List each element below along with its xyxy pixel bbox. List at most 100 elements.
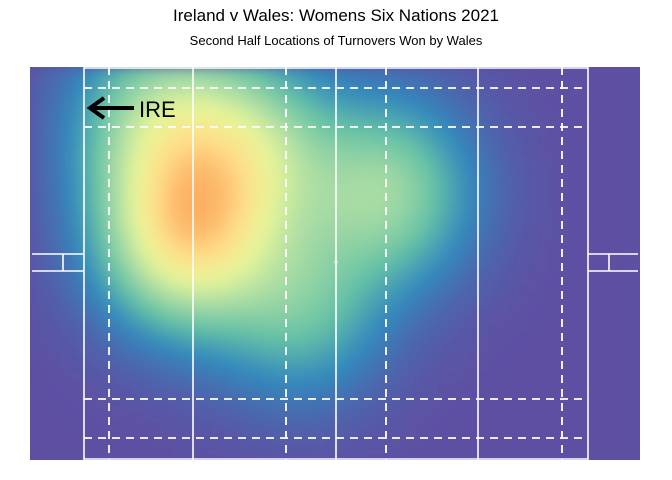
heat-tile bbox=[365, 381, 377, 392]
heat-tile bbox=[396, 116, 407, 127]
heat-tile bbox=[30, 96, 41, 107]
heat-tile bbox=[233, 125, 245, 137]
heat-tile bbox=[141, 135, 153, 147]
heat-tile bbox=[548, 283, 560, 294]
heat-tile bbox=[101, 243, 112, 255]
heat-tile bbox=[599, 283, 611, 294]
heat-tile bbox=[558, 106, 570, 117]
heat-tile bbox=[324, 381, 336, 392]
heat-tile bbox=[192, 145, 204, 157]
heat-tile bbox=[91, 332, 102, 343]
heat-tile bbox=[629, 283, 640, 294]
heat-tile bbox=[294, 292, 306, 304]
heat-tile bbox=[233, 76, 245, 88]
heat-tile bbox=[406, 155, 417, 166]
heat-tile bbox=[243, 155, 255, 166]
heat-tile bbox=[396, 292, 407, 304]
heat-tile bbox=[507, 165, 519, 176]
heat-tile bbox=[497, 135, 509, 147]
heat-tile bbox=[518, 165, 529, 176]
heat-tile bbox=[40, 234, 51, 245]
heat-tile bbox=[365, 204, 377, 215]
heat-tile bbox=[538, 194, 550, 206]
heat-tile bbox=[375, 391, 387, 402]
heat-tile bbox=[162, 86, 173, 98]
heat-tile bbox=[365, 214, 377, 225]
heat-tile bbox=[30, 273, 41, 284]
heat-tile bbox=[599, 184, 611, 196]
heat-tile bbox=[152, 155, 163, 166]
heat-tile bbox=[172, 332, 184, 343]
heat-tile bbox=[202, 214, 214, 225]
heat-tile bbox=[406, 243, 417, 255]
heat-tile bbox=[426, 263, 438, 274]
heat-tile bbox=[558, 67, 570, 78]
heat-tile bbox=[182, 125, 194, 137]
heat-tile bbox=[192, 194, 204, 206]
heat-tile bbox=[365, 361, 377, 373]
heat-tile bbox=[335, 440, 346, 451]
heat-tile bbox=[507, 243, 519, 255]
heat-tile bbox=[294, 420, 306, 432]
heat-tile bbox=[314, 106, 326, 117]
heat-tile bbox=[548, 410, 560, 422]
heat-tile bbox=[274, 76, 285, 88]
heat-tile bbox=[406, 302, 417, 314]
heat-tile bbox=[558, 175, 570, 186]
heat-tile bbox=[457, 263, 468, 274]
heat-tile bbox=[528, 67, 539, 78]
heat-tile bbox=[579, 67, 590, 78]
heat-tile bbox=[304, 184, 316, 196]
heat-tile bbox=[497, 450, 509, 460]
heat-tile bbox=[111, 86, 123, 98]
heat-tile bbox=[274, 450, 285, 460]
heat-tile bbox=[487, 332, 499, 343]
heat-tile bbox=[284, 234, 295, 245]
heat-tile bbox=[192, 234, 204, 245]
heat-tile bbox=[375, 440, 387, 451]
heat-tile bbox=[141, 175, 153, 186]
heat-tile bbox=[60, 76, 72, 88]
heat-tile bbox=[385, 204, 397, 215]
heat-tile bbox=[589, 440, 600, 451]
heat-tile bbox=[30, 86, 41, 98]
heat-tile bbox=[182, 214, 194, 225]
heat-tile bbox=[497, 67, 509, 78]
heat-tile bbox=[416, 116, 428, 127]
heat-tile bbox=[335, 263, 346, 274]
heat-tile bbox=[589, 214, 600, 225]
heat-tile bbox=[375, 420, 387, 432]
heat-tile bbox=[141, 273, 153, 284]
heat-tile bbox=[40, 273, 51, 284]
heat-tile bbox=[396, 351, 407, 363]
heat-tile bbox=[131, 125, 143, 137]
heat-tile bbox=[538, 125, 550, 137]
heat-tile bbox=[131, 371, 143, 382]
heat-tile bbox=[141, 263, 153, 274]
heat-tile bbox=[121, 224, 133, 235]
heat-tile bbox=[223, 184, 234, 196]
heat-tile bbox=[162, 371, 173, 382]
heat-tile bbox=[416, 76, 428, 88]
heat-tile bbox=[202, 67, 214, 78]
heat-tile bbox=[152, 430, 163, 441]
heat-tile bbox=[243, 371, 255, 382]
heat-tile bbox=[274, 145, 285, 157]
heat-tile bbox=[528, 420, 539, 432]
heat-tile bbox=[599, 391, 611, 402]
heat-tile bbox=[477, 302, 489, 314]
heat-tile bbox=[141, 125, 153, 137]
heat-tile bbox=[487, 214, 499, 225]
heat-tile bbox=[253, 312, 265, 324]
heat-tile bbox=[426, 322, 438, 333]
heat-tile bbox=[60, 263, 72, 274]
heat-tile bbox=[253, 76, 265, 88]
heat-tile bbox=[50, 263, 62, 274]
heat-tile bbox=[568, 283, 580, 294]
heat-tile bbox=[416, 440, 428, 451]
heat-tile bbox=[436, 155, 448, 166]
heat-tile bbox=[284, 450, 295, 460]
heat-tile bbox=[274, 440, 285, 451]
heat-tile bbox=[30, 135, 41, 147]
heat-tile bbox=[406, 420, 417, 432]
